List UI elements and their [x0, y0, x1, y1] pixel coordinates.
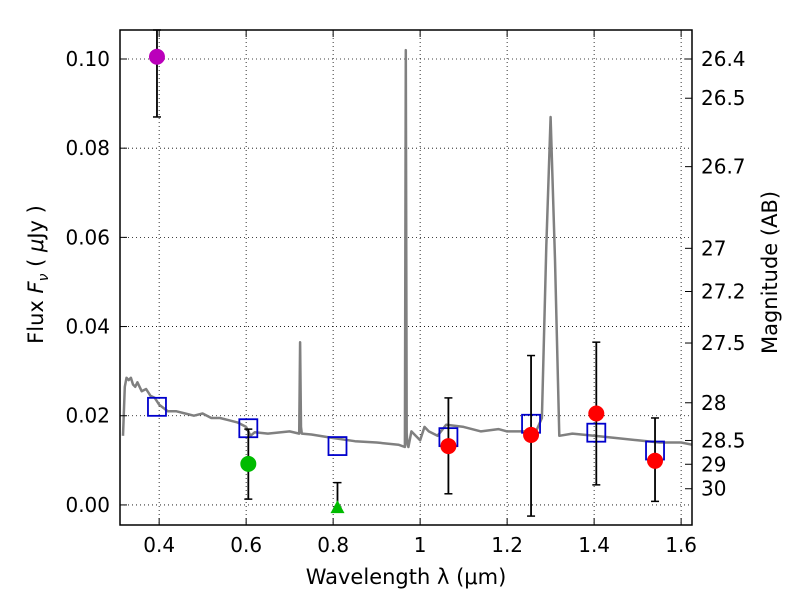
y2-tick-label: 27: [701, 236, 726, 260]
model-flux-square: [327, 436, 348, 456]
y2-tick-label: 26.4: [701, 47, 746, 71]
x-tick-label: 0.8: [317, 533, 349, 557]
x-tick-label: 0.6: [230, 533, 262, 557]
y2-tick-label: 28.5: [701, 428, 746, 452]
y2-tick-label: 30: [701, 477, 726, 501]
plot-frame: [119, 29, 693, 526]
observed-flux-point: [588, 405, 605, 422]
y-tick-label: 0.10: [65, 47, 110, 71]
upper-limit-triangle: [330, 500, 345, 514]
y2-tick-label: 27.5: [701, 331, 746, 355]
y2-axis-label: Magnitude (AB): [758, 191, 782, 354]
y2-tick-label: 26.7: [701, 155, 746, 179]
model-spectrum-line: [121, 48, 693, 449]
model-flux-square: [147, 396, 167, 417]
observed-flux-point: [440, 438, 457, 455]
model-spectrum-layer: [121, 48, 693, 449]
x-axis-label: Wavelength λ (μm): [306, 565, 507, 589]
x-tick-label: 1.4: [578, 533, 610, 557]
x-tick-label: 0.4: [143, 533, 175, 557]
y-tick-label: 0.04: [65, 315, 110, 339]
axis-ticks: 0.4 0.6 0.8 1 1.2 1.4 1.6 0.00 0.02 0.04 0.06 0.08 0…: [65, 30, 746, 557]
x-tick-label: 1.2: [491, 533, 523, 557]
y2-tick-label: 29: [701, 452, 726, 476]
y2-tick-label: 26.5: [701, 86, 746, 110]
y-tick-label: 0.06: [65, 225, 110, 249]
observed-flux-point: [148, 48, 165, 65]
x-tick-label: 1: [414, 533, 427, 557]
x-tick-label: 1.6: [665, 533, 697, 557]
observed-flux-point: [240, 455, 257, 472]
observed-flux-point: [523, 426, 540, 443]
y2-tick-label: 27.2: [701, 279, 746, 303]
y2-tick-label: 28: [701, 391, 726, 415]
observed-flux-point: [647, 452, 664, 469]
y-tick-label: 0.08: [65, 136, 110, 160]
y-tick-label: 0.00: [65, 493, 110, 517]
y-tick-label: 0.02: [65, 404, 110, 428]
y-axis-label: Flux Fν ( μJy ): [24, 205, 52, 344]
data-markers-layer: [147, 29, 665, 517]
